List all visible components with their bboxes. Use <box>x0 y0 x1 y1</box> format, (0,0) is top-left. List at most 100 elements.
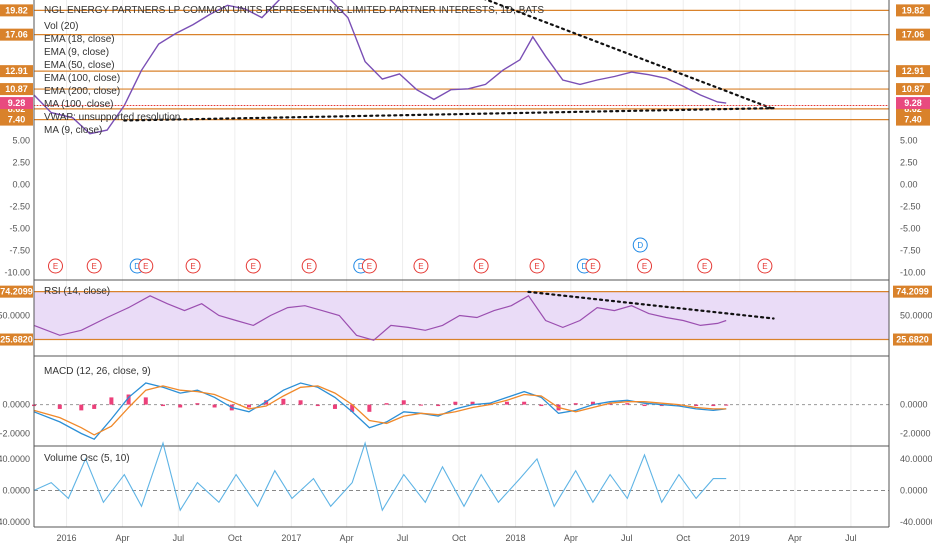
price-left-tick-label: 5.00 <box>12 136 30 146</box>
macd-left-tick-label: 0.0000 <box>2 400 30 410</box>
trendline <box>484 0 775 111</box>
macd-histogram-bar <box>625 403 630 405</box>
event-badge-label: E <box>251 262 256 271</box>
macd-histogram-bar <box>504 401 509 405</box>
macd-histogram-bar <box>436 404 441 407</box>
legend-volume-osc: Volume Osc (5, 10) <box>44 453 130 464</box>
legend-ema9: EMA (9, close) <box>44 47 109 58</box>
level-box-right <box>896 83 930 96</box>
event-badge-label: E <box>307 262 312 271</box>
price-left-tick-label: 2.50 <box>12 158 30 168</box>
earnings-badge <box>185 258 201 274</box>
macd-histogram-bar <box>92 404 97 409</box>
earnings-badge <box>637 258 653 274</box>
event-badge-label: E <box>53 262 58 271</box>
price-level-boxes: 19.82 19.82 17.06 17.06 12.91 12.91 10.87 10.87… <box>0 4 930 126</box>
macd-histogram-bar <box>642 404 647 407</box>
time-tick-label: 2016 <box>57 533 77 543</box>
legend-macd: MACD (12, 26, close, 9) <box>44 366 151 377</box>
rsi-line <box>33 295 727 341</box>
macd-histogram-bar <box>608 403 613 405</box>
rsi-band-box-left <box>0 285 33 298</box>
macd-histogram-bar <box>590 401 595 405</box>
last-price-label-right: 9.28 <box>904 98 922 108</box>
level-box-left <box>0 28 33 41</box>
time-tick-label: Apr <box>788 533 802 543</box>
last-price-box-left <box>0 97 33 110</box>
price-left-tick-label: -10.00 <box>4 268 30 278</box>
macd-left-tick-label: -2.0000 <box>0 428 30 438</box>
macd-histogram-bar <box>126 394 131 405</box>
time-axis[interactable]: 2016 Apr Jul Oct 2017 Apr Jul Oct 2018 Apr Jul Oct 2… <box>34 526 889 543</box>
legend-vwap: VWAP: unsupported resolution <box>44 112 180 123</box>
price-trendlines <box>33 0 890 122</box>
earnings-badge <box>697 258 713 274</box>
time-tick-label: Jul <box>845 533 857 543</box>
level-label-right: 7.40 <box>904 115 922 125</box>
macd-histogram-bar <box>281 398 286 405</box>
volume-osc-axis: 40.0000 40.0000 0.0000 0.0000 -40.0000 -40.00… <box>0 454 932 527</box>
time-tick-label: Jul <box>621 533 633 543</box>
time-tick-label: Oct <box>676 533 691 543</box>
time-tick-label: Oct <box>228 533 243 543</box>
level-box-right <box>896 65 930 78</box>
macd-histogram-bar <box>367 404 372 412</box>
price-left-tick-label: -5.00 <box>9 224 30 234</box>
macd-histogram-bar <box>711 404 716 407</box>
legend-ma100: MA (100, close) <box>44 99 113 110</box>
time-tick-label: Apr <box>340 533 354 543</box>
legend-ema200: EMA (200, close) <box>44 86 120 97</box>
macd-histogram-bar <box>522 401 527 405</box>
last-price-box-right <box>896 97 930 110</box>
level-box-left <box>0 4 33 17</box>
macd-histogram-bar <box>79 404 84 411</box>
macd-histogram-bar <box>298 400 303 405</box>
earnings-badge <box>47 258 63 274</box>
earnings-badge <box>301 258 317 274</box>
time-tick-label: 2018 <box>506 533 526 543</box>
rsi-band-label-left: 74.2099 <box>0 287 33 297</box>
price-legend: NGL ENERGY PARTNERS LP COMMON UNITS REPR… <box>44 5 544 136</box>
time-tick-label: Apr <box>115 533 129 543</box>
price-left-tick-label: -7.50 <box>9 246 30 256</box>
price-right-tick-label: 5.00 <box>900 136 918 146</box>
macd-histogram-bar <box>332 404 337 409</box>
rsi-pane[interactable]: 50.0000 50.0000 74.2099 74.2099 25.6820 25.68… <box>0 279 932 346</box>
event-badge-label: E <box>143 262 148 271</box>
event-badge-label: D <box>358 262 364 271</box>
macd-right-tick-label: 0.0000 <box>900 400 928 410</box>
volume-osc-left-tick-label: 0.0000 <box>2 485 30 495</box>
price-right-tick-label: -7.50 <box>900 246 921 256</box>
price-right-tick-label: 0.00 <box>900 180 918 190</box>
time-tick-label: Jul <box>173 533 185 543</box>
earnings-badge <box>138 258 154 274</box>
macd-histogram-bar <box>487 403 492 405</box>
macd-histogram-bar <box>57 404 62 409</box>
time-tick-label: 2017 <box>281 533 301 543</box>
price-pane[interactable]: E E D E E E E D E E E E D EDE E E 5.002.500.00-2.50-5.0… <box>0 0 930 527</box>
macd-histogram-bar <box>724 404 729 406</box>
macd-signal-line <box>33 385 727 436</box>
event-badge-label: D <box>637 241 643 250</box>
rsi-band-box-right <box>893 285 932 298</box>
event-badge-label: E <box>590 262 595 271</box>
level-label-right: 17.06 <box>902 30 925 40</box>
event-badge-label: D <box>581 262 587 271</box>
event-badge-label: E <box>190 262 195 271</box>
event-badge-label: E <box>418 262 423 271</box>
level-box-right <box>896 28 930 41</box>
event-badge-label: E <box>702 262 707 271</box>
time-tick-label: 2019 <box>730 533 750 543</box>
time-tick-label: Oct <box>452 533 467 543</box>
macd-pane[interactable]: 0.0000 0.0000 -2.0000 -2.0000 MACD (12, 26,… <box>0 355 931 440</box>
macd-histogram-bar <box>315 404 320 407</box>
volume-osc-pane[interactable]: 40.0000 40.0000 0.0000 0.0000 -40.0000 -40.00… <box>0 441 932 527</box>
legend-vol: Vol (20) <box>44 21 78 32</box>
event-badge-label: E <box>92 262 97 271</box>
level-label-right: 10.87 <box>902 84 925 94</box>
rsi-band-label-right: 74.2099 <box>896 287 929 297</box>
rsi-band-box-right <box>893 333 932 346</box>
price-right-tick-label: -10.00 <box>900 268 926 278</box>
legend-rsi: RSI (14, close) <box>44 286 110 297</box>
